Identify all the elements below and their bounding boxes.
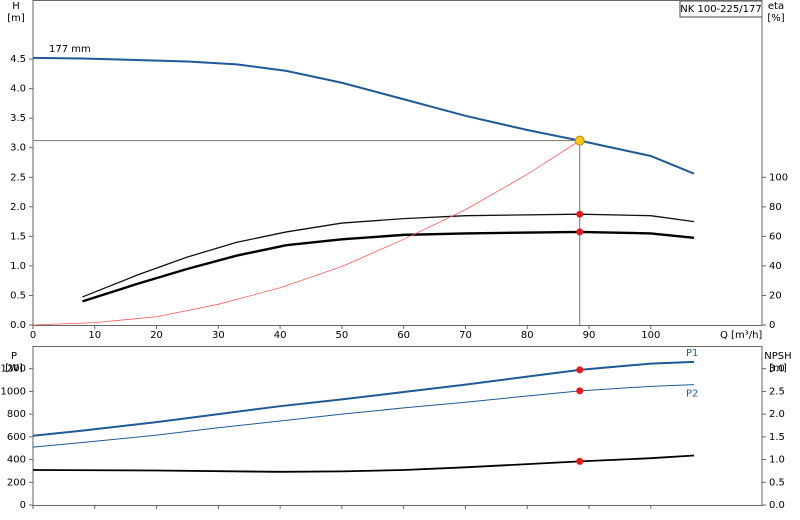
plot-frame [32, 0, 763, 326]
y-axis-label: H [12, 1, 20, 12]
y2-tick-label: 2.0 [769, 409, 785, 420]
y-tick-label: 3.5 [10, 113, 26, 124]
y-axis-unit: [m] [7, 13, 25, 24]
y2-tick-label: 1.0 [769, 455, 785, 466]
y2-tick-label: 2.5 [769, 386, 785, 397]
series-line [32, 384, 695, 448]
duty-dot [576, 366, 584, 374]
x-tick-label: 90 [583, 330, 596, 341]
plot-frame [32, 346, 763, 506]
y-tick-label: 0.0 [10, 320, 26, 331]
y-tick-label: 1000 [1, 386, 26, 397]
x-tick-label: 10 [88, 330, 101, 341]
x-axis-label: Q [m³/h] [720, 330, 762, 341]
y-tick-label: 0 [20, 500, 26, 511]
duty-dot [576, 210, 584, 218]
y-tick-label: 1200 [1, 364, 26, 375]
series-line [32, 360, 695, 437]
y-tick-label: 2.0 [10, 202, 26, 213]
y2-tick-label: 60 [769, 231, 782, 242]
y-tick-label: 800 [7, 409, 26, 420]
duty-dot [576, 457, 584, 465]
y2-axis-unit: [%] [767, 13, 784, 24]
duty-dot [576, 387, 584, 395]
x-tick-label: 100 [641, 330, 660, 341]
y-tick-label: 4.0 [10, 84, 26, 95]
y2-axis-label: eta [768, 1, 784, 12]
x-tick-label: 0 [30, 330, 36, 341]
x-tick-label: 70 [459, 330, 472, 341]
y-axis-unit: [W] [5, 363, 23, 374]
y-tick-label: 1.0 [10, 261, 26, 272]
duty-dot [576, 228, 584, 236]
y-tick-label: 200 [7, 477, 26, 488]
y2-axis-label: NPSH [764, 351, 791, 362]
y-tick-label: 0.5 [10, 290, 26, 301]
y-tick-label: 600 [7, 432, 26, 443]
series-line [82, 213, 695, 298]
series-label: P1 [686, 348, 698, 359]
x-tick-label: 60 [397, 330, 410, 341]
x-tick-label: 20 [150, 330, 163, 341]
x-tick-label: 40 [274, 330, 287, 341]
duty-point [574, 135, 585, 146]
series-line [32, 140, 580, 326]
y-tick-label: 3.0 [10, 143, 26, 154]
y2-tick-label: 80 [769, 202, 782, 213]
y-tick-label: 2.5 [10, 172, 26, 183]
y2-tick-label: 1.5 [769, 432, 785, 443]
y2-tick-label: 20 [769, 290, 782, 301]
y-tick-label: 4.5 [10, 54, 26, 65]
series-label: 177 mm [49, 44, 91, 55]
y2-tick-label: 3.0 [769, 364, 785, 375]
x-tick-label: 30 [212, 330, 225, 341]
x-tick-label: 80 [521, 330, 534, 341]
y2-tick-label: 100 [769, 172, 788, 183]
series-line [32, 454, 695, 473]
y2-tick-label: 0.5 [769, 477, 785, 488]
series-line [32, 56, 695, 175]
y2-tick-label: 40 [769, 261, 782, 272]
y-tick-label: 400 [7, 455, 26, 466]
x-tick-label: 50 [336, 330, 349, 341]
series-line [82, 230, 695, 303]
series-label: P2 [686, 389, 698, 400]
y-axis-label: P [11, 351, 17, 362]
y-tick-label: 1.5 [10, 231, 26, 242]
y2-axis-unit: [m] [769, 363, 787, 374]
y2-tick-label: 0.0 [769, 500, 785, 511]
y2-tick-label: 0 [769, 320, 775, 331]
chart-title: NK 100-225/177 [680, 4, 761, 15]
